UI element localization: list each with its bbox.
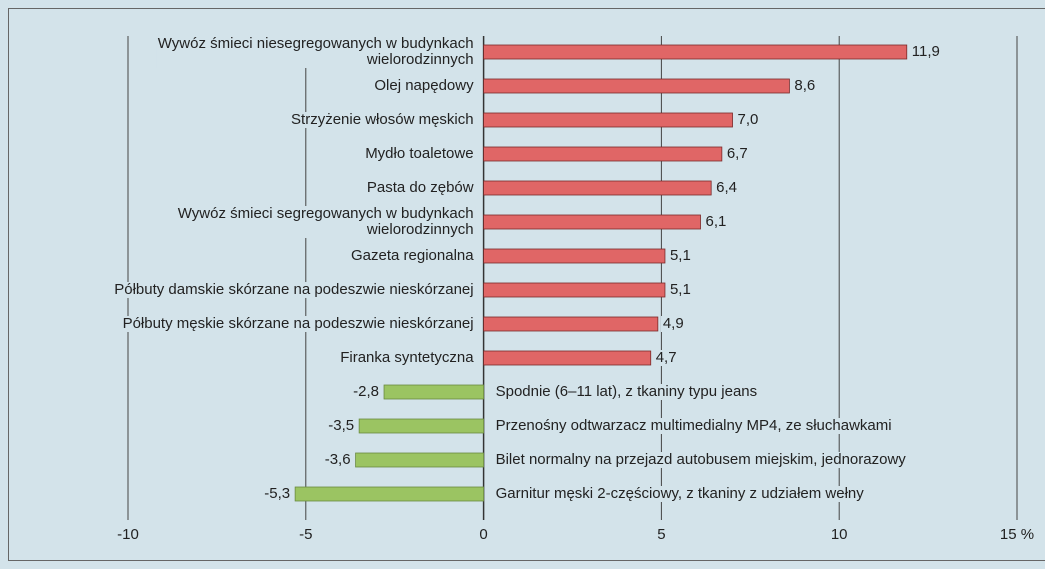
bar — [483, 350, 652, 366]
category-label: Firanka syntetyczna — [338, 349, 476, 366]
value-label: -3,6 — [322, 451, 353, 468]
value-label: 5,1 — [667, 247, 693, 264]
category-label: Półbuty damskie skórzane na podeszwie ni… — [112, 281, 476, 298]
value-label: 11,9 — [909, 43, 942, 60]
x-tick-label: -5 — [299, 526, 313, 543]
value-label: 4,7 — [653, 349, 679, 366]
value-label: 8,6 — [792, 77, 818, 94]
bar — [383, 384, 485, 400]
bar — [358, 418, 485, 434]
x-tick-label: -10 — [117, 526, 139, 543]
x-tick-label: 0 — [479, 526, 488, 543]
frame — [8, 8, 1045, 561]
value-label: 4,9 — [660, 315, 686, 332]
bar — [483, 248, 666, 264]
category-label: Gazeta regionalna — [349, 247, 476, 264]
x-tick-label: 10 — [830, 526, 848, 543]
bar — [483, 282, 666, 298]
value-label: -5,3 — [262, 485, 293, 502]
category-label: Wywóz śmieci niesegregowanych w budynkac… — [155, 35, 476, 68]
bar — [483, 112, 733, 128]
category-label: Olej napędowy — [372, 77, 476, 94]
bar — [483, 214, 701, 230]
category-label: Przenośny odtwarzacz multimedialny MP4, … — [493, 417, 894, 434]
category-label: Pasta do zębów — [364, 179, 476, 196]
value-label: -3,5 — [326, 417, 357, 434]
bar — [483, 78, 790, 94]
category-label: Mydło toaletowe — [363, 145, 476, 162]
category-label: Półbuty męskie skórzane na podeszwie nie… — [120, 315, 476, 332]
bar — [294, 486, 484, 502]
value-label: 6,7 — [724, 145, 750, 162]
category-label: Bilet normalny na przejazd autobusem mie… — [493, 451, 908, 468]
bar — [483, 316, 659, 332]
bar — [483, 180, 712, 196]
bar — [355, 452, 485, 468]
category-label: Strzyżenie włosów męskich — [289, 111, 476, 128]
x-tick-label: 5 — [657, 526, 666, 543]
value-label: 6,1 — [703, 213, 729, 230]
value-label: 5,1 — [667, 281, 693, 298]
x-tick-label: 15 % — [999, 526, 1035, 543]
category-label: Wywóz śmieci segregowanych w budynkach w… — [175, 205, 476, 238]
bar — [483, 44, 908, 60]
value-label: 6,4 — [714, 179, 740, 196]
category-label: Garnitur męski 2-częściowy, z tkaniny z … — [493, 485, 866, 502]
bar — [483, 146, 723, 162]
value-label: -2,8 — [351, 383, 382, 400]
category-label: Spodnie (6–11 lat), z tkaniny typu jeans — [493, 383, 760, 400]
value-label: 7,0 — [735, 111, 761, 128]
